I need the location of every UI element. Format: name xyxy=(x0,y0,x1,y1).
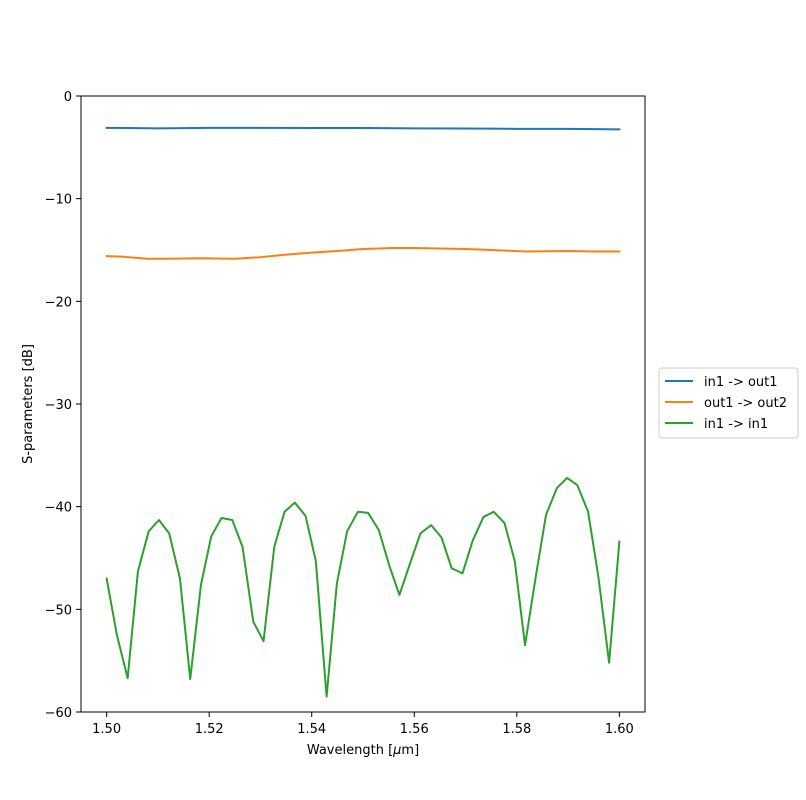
y-tick-label: −20 xyxy=(45,295,72,310)
x-axis-label: Wavelength [μm] xyxy=(307,743,419,758)
x-tick-label: 1.58 xyxy=(502,722,531,737)
y-tick-label: 0 xyxy=(64,90,72,105)
legend-label-3: in1 -> in1 xyxy=(704,417,768,432)
y-axis-ticks: 0 −10 −20 −30 −40 −50 −60 xyxy=(45,90,81,721)
y-tick-label: −30 xyxy=(45,398,72,413)
x-tick-label: 1.54 xyxy=(297,722,326,737)
legend: in1 -> out1 out1 -> out2 in1 -> in1 xyxy=(658,367,799,439)
y-tick-label: −60 xyxy=(45,706,72,721)
series-layer xyxy=(105,126,621,698)
series-line-2 xyxy=(105,246,621,260)
legend-label-2: out1 -> out2 xyxy=(704,396,787,411)
y-tick-label: −40 xyxy=(45,501,72,516)
legend-label-1: in1 -> out1 xyxy=(704,375,778,390)
x-tick-label: 1.60 xyxy=(605,722,634,737)
legend-box xyxy=(658,367,799,439)
x-axis-ticks: 1.50 1.52 1.54 1.56 1.58 1.60 xyxy=(92,712,634,737)
y-axis-label: S-parameters [dB] xyxy=(21,344,36,464)
x-tick-label: 1.50 xyxy=(92,722,121,737)
x-tick-label: 1.52 xyxy=(195,722,224,737)
legend-items: in1 -> out1 out1 -> out2 in1 -> in1 xyxy=(665,375,787,432)
x-tick-label: 1.56 xyxy=(400,722,429,737)
series-line-1 xyxy=(105,126,621,131)
y-tick-label: −10 xyxy=(45,193,72,208)
series-line-3 xyxy=(105,476,621,698)
y-tick-label: −50 xyxy=(45,603,72,618)
